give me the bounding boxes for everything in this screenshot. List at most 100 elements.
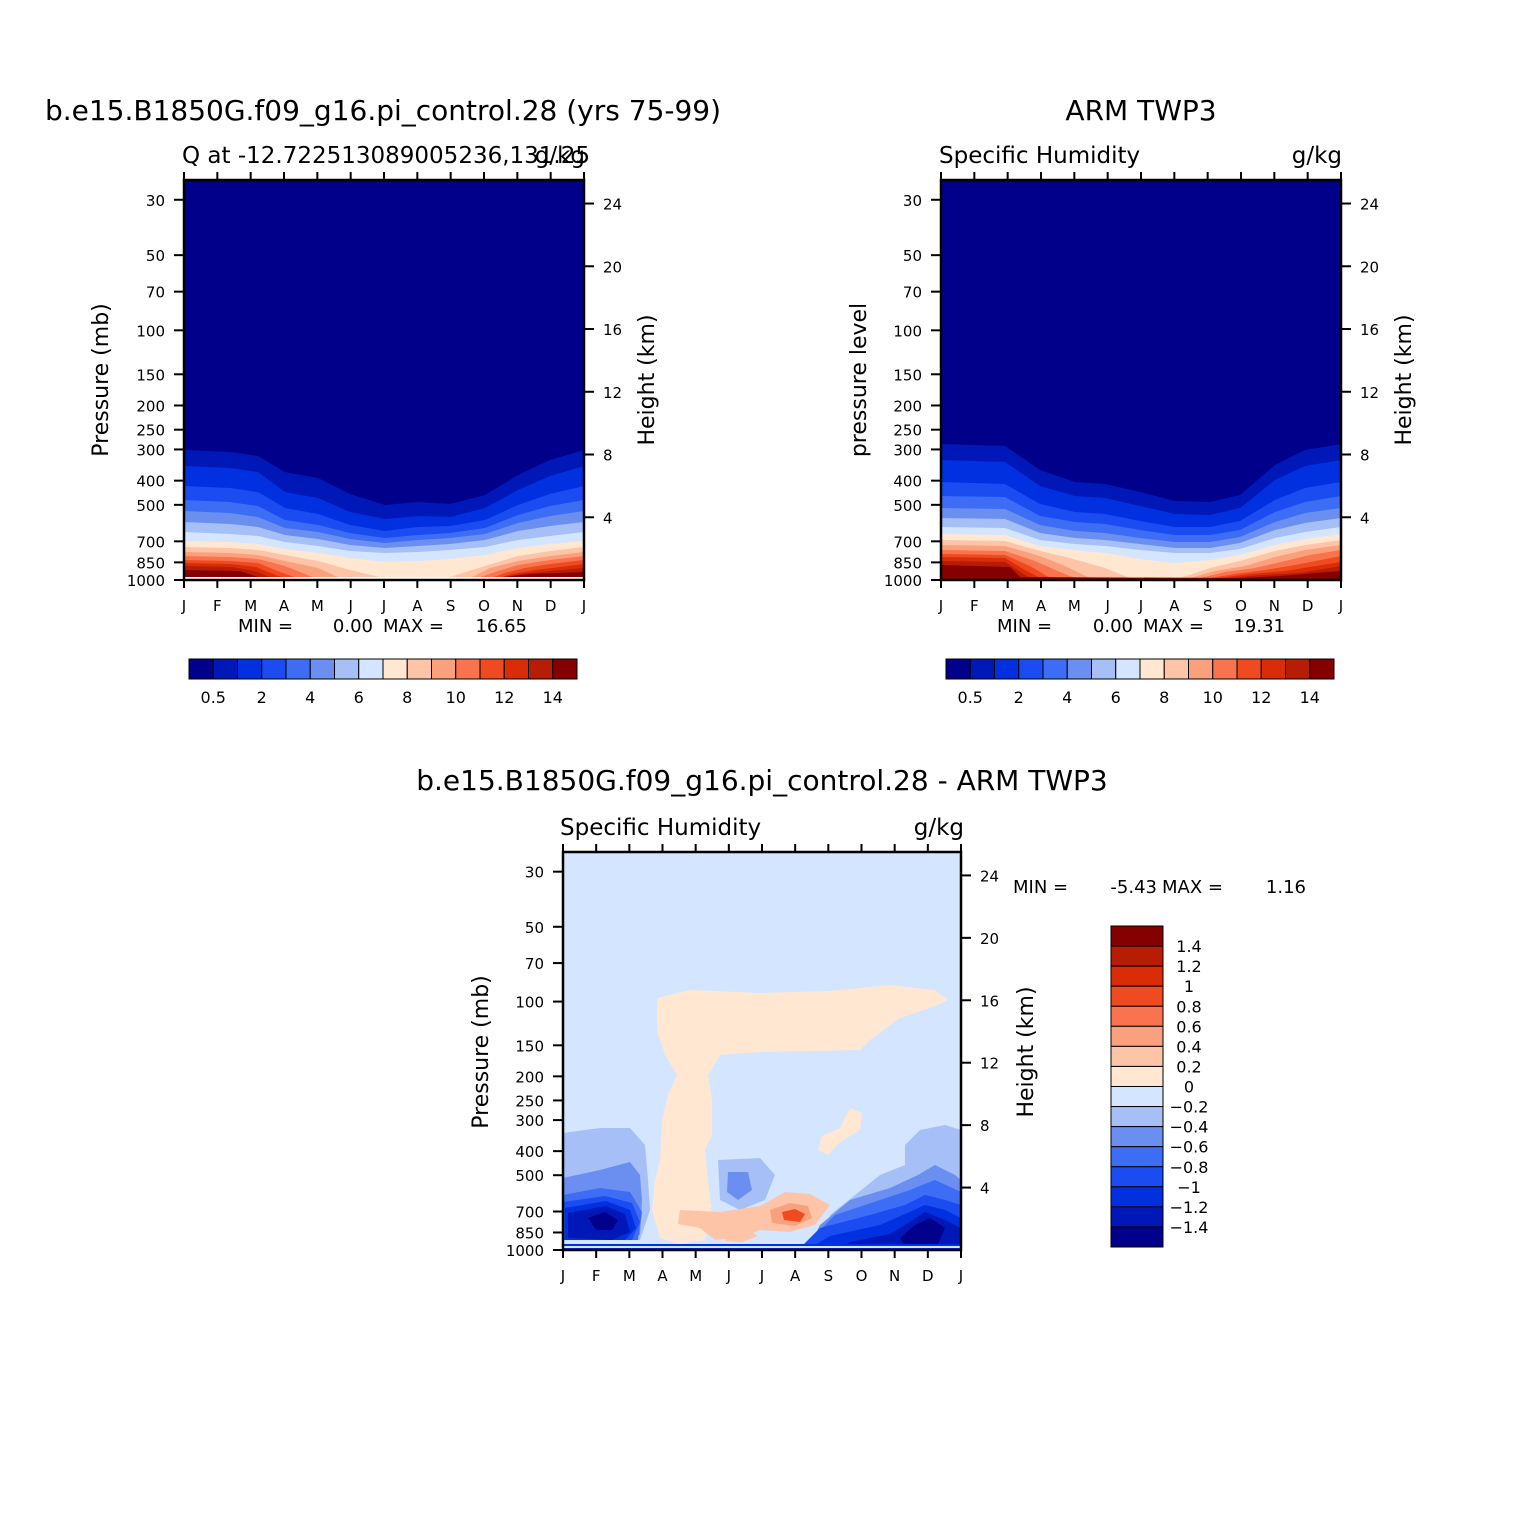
y-tick-label: 150: [136, 366, 165, 384]
colorbar-swatch: [1163, 658, 1189, 680]
stats-line: MIN = 0.00 MAX = 19.31: [997, 616, 1285, 637]
y-tick-label: 700: [515, 1204, 544, 1222]
y-tick-label: 70: [525, 955, 544, 973]
colorbar-swatch: [261, 658, 287, 680]
colorbar-label: 8: [402, 688, 412, 707]
max-label: MAX =: [383, 616, 444, 637]
colorbar-swatch: [1110, 1086, 1164, 1108]
y-axis-right: 24 20 16 12 8 4: [584, 196, 622, 527]
min-value: -5.43: [1110, 877, 1157, 898]
x-tick-label: J: [181, 597, 186, 615]
colorbar-swatch: [1236, 658, 1262, 680]
contour-field: [184, 180, 584, 580]
x-tick-label: J: [938, 597, 943, 615]
colorbar-swatch: [503, 658, 529, 680]
y-right-tick-label: 4: [1360, 509, 1370, 527]
y-axis-label: Pressure (mb): [89, 303, 114, 457]
y-right-tick-label: 24: [603, 196, 622, 214]
x-tick-label: O: [856, 1267, 868, 1285]
max-label: MAX =: [1143, 616, 1204, 637]
colorbar-swatch: [188, 658, 214, 680]
y-right-tick-label: 20: [980, 930, 999, 948]
y-right-tick-label: 24: [980, 867, 999, 885]
y-tick-label: 200: [136, 397, 165, 415]
x-tick-label: S: [1203, 597, 1213, 615]
x-tick-label: A: [279, 597, 290, 615]
contour-field: [941, 180, 1341, 580]
y-tick-label: 30: [903, 192, 922, 210]
colorbar-swatch: [237, 658, 263, 680]
x-tick-label: D: [545, 597, 557, 615]
y-tick-label: 250: [515, 1092, 544, 1110]
panel-title: ARM TWP3: [1065, 94, 1216, 127]
x-tick-label: A: [412, 597, 423, 615]
colorbar-swatch: [309, 658, 335, 680]
x-tick-label: M: [623, 1267, 636, 1285]
colorbar-swatch: [1110, 1206, 1164, 1228]
y-axis-label-right: Height (km): [1392, 314, 1417, 445]
colorbar-swatch: [382, 658, 408, 680]
colorbar-swatch: [1212, 658, 1238, 680]
y-right-tick-label: 12: [1360, 384, 1379, 402]
min-value: 0.00: [1093, 616, 1133, 637]
x-tick-label: J: [381, 597, 386, 615]
colorbar-label: 1: [1184, 977, 1194, 996]
x-tick-label: A: [790, 1267, 801, 1285]
colorbar-label: 12: [494, 688, 514, 707]
contour-field: [563, 852, 961, 1250]
y-right-tick-label: 8: [603, 447, 613, 465]
colorbar-label: −0.8: [1170, 1158, 1209, 1177]
colorbar-label: 0.4: [1176, 1037, 1201, 1056]
y-tick-label: 700: [136, 533, 165, 551]
colorbar-label: 10: [1203, 688, 1223, 707]
colorbar-label: −0.4: [1170, 1118, 1209, 1137]
colorbar-label: −1.2: [1170, 1198, 1209, 1217]
colorbar-label: 0.8: [1176, 997, 1201, 1016]
x-tick-label: J: [1138, 597, 1143, 615]
x-tick-label: O: [1235, 597, 1247, 615]
colorbar-swatch: [285, 658, 311, 680]
y-tick-label: 50: [903, 247, 922, 265]
colorbar-swatch: [1110, 985, 1164, 1007]
colorbar: 0.5 2 4 6 8 10 12 14: [188, 658, 578, 707]
min-label: MIN =: [238, 616, 293, 637]
min-value: 0.00: [333, 616, 373, 637]
y-tick-label: 500: [515, 1167, 544, 1185]
colorbar-swatch: [406, 658, 432, 680]
y-axis-label-right: Height (km): [635, 314, 660, 445]
y-tick-label: 100: [136, 322, 165, 340]
x-tick-label: F: [592, 1267, 601, 1285]
y-tick-label: 100: [515, 994, 544, 1012]
y-right-tick-label: 16: [603, 321, 622, 339]
x-tick-label: J: [726, 1267, 731, 1285]
y-tick-label: 850: [136, 554, 165, 572]
colorbar-swatch: [212, 658, 238, 680]
colorbar-swatch: [1110, 1005, 1164, 1027]
colorbar-swatch: [1110, 965, 1164, 987]
y-right-tick-label: 4: [603, 509, 613, 527]
colorbar-label: 14: [1300, 688, 1320, 707]
colorbar-swatch: [528, 658, 554, 680]
colorbar-swatch: [1110, 1126, 1164, 1148]
y-tick-label: 1000: [884, 572, 922, 590]
colorbar-swatch: [1260, 658, 1286, 680]
x-tick-label: J: [759, 1267, 764, 1285]
y-tick-label: 300: [893, 441, 922, 459]
y-axis-right: 24 20 16 12 8 4: [1341, 196, 1379, 527]
colorbar-swatch: [969, 658, 995, 680]
panel-observation: ARM TWP3 Specific Humidity g/kg pressure…: [847, 94, 1417, 707]
y-right-tick-label: 8: [1360, 447, 1370, 465]
panel-title: b.e15.B1850G.f09_g16.pi_control.28 (yrs …: [45, 94, 721, 127]
colorbar-label: 8: [1159, 688, 1169, 707]
colorbar-swatch: [1091, 658, 1117, 680]
x-tick-label: J: [958, 1267, 963, 1285]
x-tick-label: D: [922, 1267, 934, 1285]
y-tick-label: 300: [515, 1112, 544, 1130]
min-label: MIN =: [997, 616, 1052, 637]
colorbar-label: 0.2: [1176, 1057, 1201, 1076]
colorbar-swatch: [1110, 1146, 1164, 1168]
